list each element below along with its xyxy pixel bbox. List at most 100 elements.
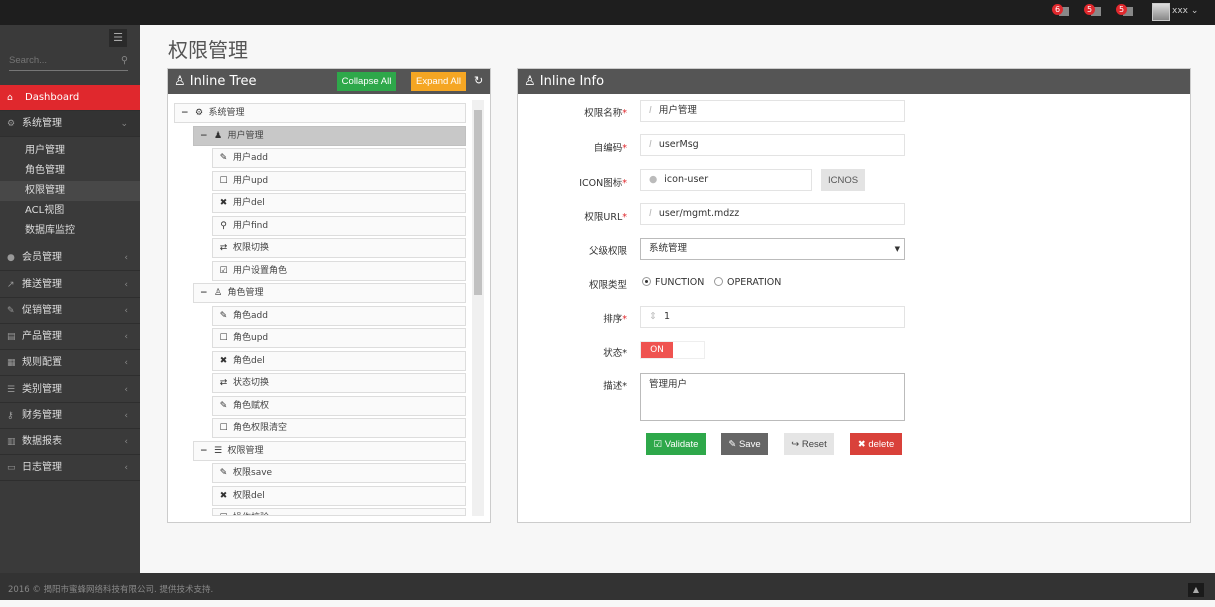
scroll-to-top-button[interactable]: ▲ — [1188, 583, 1204, 597]
collapse-all-button[interactable]: Collapse All — [337, 72, 396, 91]
sidebar-item-push[interactable]: ↗ 推送管理 ‹ — [0, 272, 140, 298]
label: 规则配置 — [22, 357, 62, 368]
sidebar-item-products[interactable]: ▤ 产品管理 ‹ — [0, 324, 140, 350]
sidebar-item-logs[interactable]: ▭ 日志管理 ‹ — [0, 455, 140, 481]
badge: 5 — [1084, 4, 1095, 15]
bell-icon — [1059, 7, 1069, 16]
sidebar-item-finance[interactable]: ⚷ 财务管理 ‹ — [0, 403, 140, 429]
sitemap-icon: ♙ — [524, 74, 536, 89]
text-cursor-icon: I — [649, 139, 652, 150]
tree-node-leaf[interactable]: ☐ 角色权限清空 — [212, 418, 466, 438]
sidebar-item-reports[interactable]: ▥ 数据报表 ‹ — [0, 429, 140, 455]
type-radio-function[interactable]: FUNCTION — [642, 277, 704, 288]
remove-icon: ✖ — [219, 355, 228, 366]
search-icon[interactable]: ⚲ — [121, 55, 128, 66]
tree-node-leaf[interactable]: ☑ 用户设置角色 — [212, 260, 466, 281]
collapse-icon[interactable]: − — [181, 108, 189, 118]
validate-button[interactable]: ☑ Validate — [646, 433, 706, 455]
icon-input[interactable]: ● icon-user — [640, 169, 812, 191]
sidebar-item-system[interactable]: ⚙ 系统管理 ⌄ — [0, 111, 140, 137]
share-icon: ↗ — [7, 280, 15, 290]
collapse-icon[interactable]: − — [200, 288, 208, 298]
list-icon: ☰ — [7, 385, 16, 395]
refresh-icon[interactable]: ↻ — [474, 74, 484, 87]
tree-node-leaf[interactable]: ✖ 角色del — [212, 350, 466, 371]
chart-icon: ▥ — [7, 437, 16, 447]
tree-node-leaf[interactable]: ☐ 角色upd — [212, 328, 466, 348]
pencil-icon: ✎ — [219, 468, 228, 478]
user-menu[interactable]: xxx ⌄ — [1172, 6, 1198, 16]
order-input[interactable]: ⇕ 1 — [640, 306, 905, 328]
tree-node-leaf[interactable]: ✎ 角色赋权 — [212, 395, 466, 416]
tree-label: 用户upd — [233, 175, 269, 186]
label: 系统管理 — [22, 118, 62, 129]
label: Dashboard — [25, 92, 80, 103]
expand-all-button[interactable]: Expand All — [411, 72, 466, 91]
sidebar-subitem-permissions[interactable]: 权限管理 — [0, 181, 140, 201]
notification-messages[interactable]: 5 — [1084, 4, 1102, 18]
sidebar-item-categories[interactable]: ☰ 类别管理 ‹ — [0, 377, 140, 403]
avatar[interactable] — [1152, 3, 1170, 21]
delete-button[interactable]: ✖ delete — [850, 433, 902, 455]
tree-node-leaf[interactable]: ✖ 用户del — [212, 193, 466, 213]
notification-tasks[interactable]: 5 — [1116, 4, 1134, 18]
tree-node-root[interactable]: − ⚙ 系统管理 — [174, 103, 466, 123]
tree-label: 权限切换 — [233, 243, 270, 253]
collapse-icon[interactable]: − — [200, 445, 208, 456]
tree-scrollbar[interactable] — [472, 100, 484, 516]
menu-toggle-button[interactable]: ☰ — [109, 29, 127, 47]
sidebar-subitem-roles[interactable]: 角色管理 — [25, 165, 65, 176]
sidebar-item-members[interactable]: ● 会员管理 ‹ — [0, 245, 140, 271]
remove-icon: ✖ — [857, 438, 866, 450]
save-button[interactable]: ✎ Save — [721, 433, 768, 455]
type-radio-operation[interactable]: OPERATION — [714, 277, 781, 288]
user-icon: ● — [649, 174, 658, 185]
scrollbar-thumb[interactable] — [474, 110, 482, 295]
sidebar-item-promotion[interactable]: ✎ 促销管理 ‹ — [0, 298, 140, 324]
tree-node-leaf[interactable]: ✖ 权限del — [212, 485, 466, 506]
edit-icon: ☐ — [219, 175, 228, 186]
tree-label: 角色管理 — [227, 288, 264, 298]
tree-node-leaf[interactable]: ☐ 操作校验 — [212, 508, 466, 516]
sidebar-subitem-users[interactable]: 用户管理 — [25, 145, 65, 156]
tree-label: 用户del — [233, 198, 265, 208]
description-textarea[interactable]: 管理用户 — [640, 373, 905, 421]
sidebar-item-dashboard[interactable]: ⌂ Dashboard — [0, 85, 140, 111]
search-input[interactable] — [9, 55, 109, 66]
tree-node-leaf[interactable]: ☐ 用户upd — [212, 170, 466, 191]
envelope-icon — [1091, 7, 1101, 16]
sidebar-subitem-acl[interactable]: ACL视图 — [25, 205, 65, 216]
status-toggle[interactable]: ON — [640, 341, 705, 359]
edit-icon: ☐ — [219, 509, 228, 515]
radio-checked[interactable] — [642, 277, 651, 286]
tree-label: 角色add — [233, 310, 268, 321]
tree-node-leaf[interactable]: ✎ 用户add — [212, 148, 466, 168]
radio-unchecked[interactable] — [714, 277, 723, 286]
edit-icon: ☐ — [219, 333, 228, 343]
tree-node-leaf[interactable]: ✎ 权限save — [212, 463, 466, 483]
tree-node-leaf[interactable]: ✎ 角色add — [212, 305, 466, 326]
tree-node-leaf[interactable]: ⇄ 状态切换 — [212, 373, 466, 393]
footer: 2016 © 揭阳市蜜蜂网络科技有限公司. 提供技术支持. — [0, 573, 1215, 600]
key-icon: ⚷ — [7, 411, 14, 421]
tree-node-leaf[interactable]: ⇄ 权限切换 — [212, 238, 466, 258]
name-input[interactable]: I 用户管理 — [640, 100, 905, 122]
sidebar-item-rules[interactable]: ▦ 规则配置 ‹ — [0, 350, 140, 376]
collapse-icon[interactable]: − — [200, 130, 208, 141]
notification-bell[interactable]: 6 — [1052, 4, 1070, 18]
label: 产品管理 — [22, 331, 62, 342]
tree-node-group[interactable]: − ☰ 权限管理 — [193, 440, 466, 461]
chevron-left-icon: ‹ — [124, 306, 128, 316]
tree-node-group[interactable]: − ♟ 用户管理 — [193, 125, 466, 146]
user-name: xxx — [1172, 6, 1188, 16]
parent-select[interactable]: 系统管理 ▼ — [640, 238, 905, 260]
tree-node-leaf[interactable]: ⚲ 用户find — [212, 215, 466, 236]
tree-node-group[interactable]: − ♙ 角色管理 — [193, 283, 466, 303]
tree-label: 系统管理 — [208, 108, 245, 118]
sidebar-subitem-db-monitor[interactable]: 数据库监控 — [25, 225, 75, 236]
pencil-icon: ✎ — [219, 153, 228, 163]
icons-button[interactable]: ICNOS — [821, 169, 865, 191]
reset-button[interactable]: ↪ Reset — [784, 433, 834, 455]
